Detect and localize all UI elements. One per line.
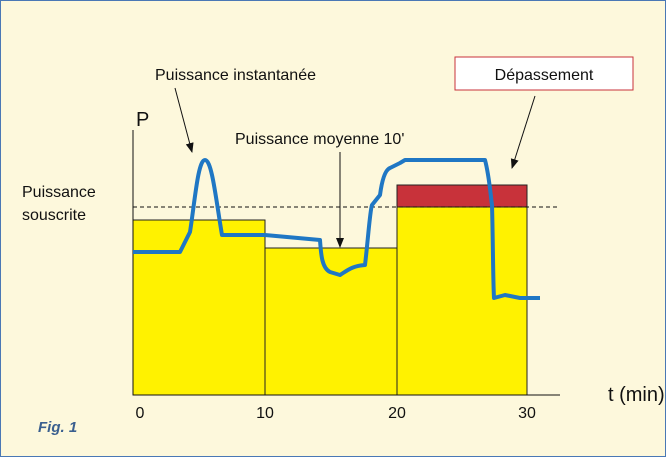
x-tick-label: 10: [256, 405, 274, 422]
average-bar: [396, 206, 528, 396]
instant-power-curve: [133, 158, 540, 300]
x-tick-label: 0: [136, 405, 145, 422]
annotation: Puissance: [22, 184, 96, 201]
annotation: Dépassement: [495, 67, 594, 84]
x-tick-label: 20: [388, 405, 406, 422]
y-axis-label: P: [136, 109, 149, 131]
annotation: souscrite: [22, 207, 86, 224]
x-axis-label: t (min): [608, 384, 665, 406]
average-bar: [132, 219, 266, 396]
annotation: Puissance instantanée: [155, 67, 316, 84]
average-bar: [264, 247, 398, 396]
annotation: Puissance moyenne 10': [235, 131, 404, 148]
arrow: [510, 95, 536, 169]
overshoot-bar: [396, 184, 528, 208]
caption: Fig. 1: [38, 419, 77, 436]
overshoot-box: [454, 56, 634, 91]
arrow: [174, 87, 194, 153]
x-tick-label: 30: [518, 405, 536, 422]
